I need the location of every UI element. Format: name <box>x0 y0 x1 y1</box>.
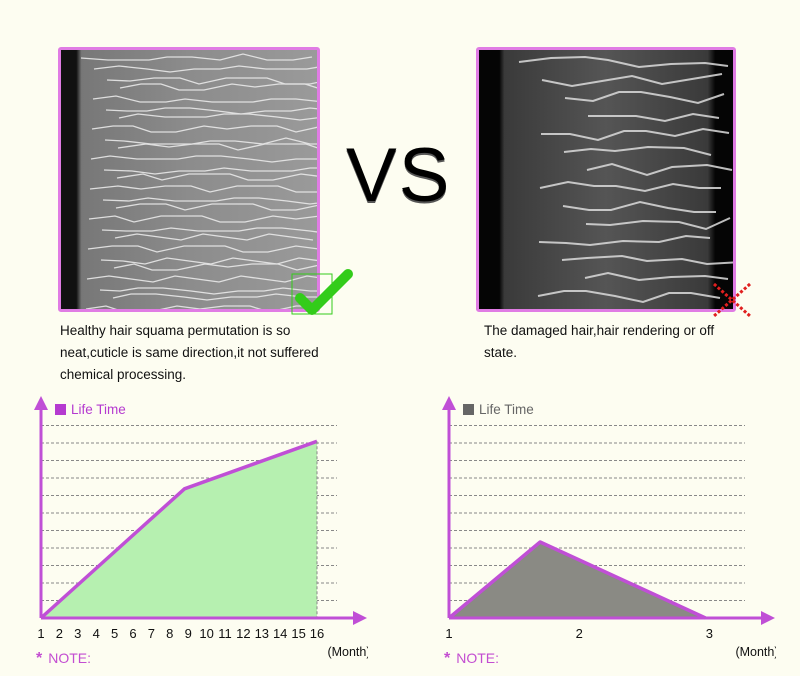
damaged-hair-photo <box>476 47 736 312</box>
damaged-cuticle-line <box>539 180 721 193</box>
x-tick-label: 15 <box>291 626 305 641</box>
legend-swatch <box>55 404 66 415</box>
damaged-caption: The damaged hair,hair rendering or off s… <box>484 320 784 364</box>
cuticle-line <box>118 113 317 121</box>
cuticle-line <box>113 263 317 271</box>
damaged-cuticle-line <box>564 91 725 105</box>
damaged-cuticle-line <box>562 200 716 213</box>
x-tick-label: 16 <box>310 626 324 641</box>
x-tick-label: 13 <box>255 626 269 641</box>
legend-label: Life Time <box>71 402 126 417</box>
x-tick-label: 9 <box>185 626 192 641</box>
damaged-lifetime-chart: Life Time 1 2 3 (Month) <box>442 396 776 659</box>
lifetime-line <box>39 439 318 620</box>
note-right: * NOTE: <box>444 650 499 668</box>
check-icon <box>291 269 353 315</box>
healthy-caption-line: chemical processing. <box>60 367 187 382</box>
x-tick-label: 1 <box>37 626 44 641</box>
y-axis-arrow <box>34 396 48 410</box>
damaged-caption-line: state. <box>484 345 518 360</box>
healthy-caption: Healthy hair squama permutation is so ne… <box>60 320 380 386</box>
damaged-cuticle-line <box>585 217 731 231</box>
lifetime-line <box>447 540 707 620</box>
damaged-cuticle-line <box>584 271 729 282</box>
note-label: NOTE: <box>48 650 92 666</box>
legend-label: Life Time <box>479 402 534 417</box>
cuticle-line <box>116 173 317 181</box>
cuticle-line <box>89 185 317 193</box>
cuticle-line <box>86 275 317 283</box>
cuticle-line <box>114 233 314 241</box>
cuticle-line <box>117 143 317 151</box>
cuticle-line <box>104 137 317 145</box>
y-axis-arrow <box>442 396 456 410</box>
cuticle-line <box>119 83 317 91</box>
x-tick-label: 11 <box>218 626 232 641</box>
cuticle-line <box>91 125 317 133</box>
x-tick-label: 2 <box>576 626 583 641</box>
cuticle-line <box>100 257 317 265</box>
lifetime-area <box>41 441 317 618</box>
x-unit-label: (Month) <box>327 645 368 659</box>
x-tick-label: 5 <box>111 626 118 641</box>
x-tick-label: 4 <box>93 626 100 641</box>
x-unit-label: (Month) <box>735 645 776 659</box>
damaged-cuticle-line <box>538 234 711 247</box>
damaged-cuticle-line <box>563 145 712 156</box>
damaged-cuticle-line <box>541 127 730 142</box>
x-tick-label: 1 <box>445 626 452 641</box>
cuticle-line <box>101 227 317 233</box>
x-axis-arrow <box>761 611 775 625</box>
damaged-cuticle-line <box>537 290 721 304</box>
cuticle-line <box>115 203 317 211</box>
x-tick-label: 6 <box>129 626 136 641</box>
cuticle-line <box>80 53 313 61</box>
star-icon: * <box>444 650 451 667</box>
damaged-cuticle-line <box>518 55 729 69</box>
note-label: NOTE: <box>456 650 500 666</box>
damaged-cuticle-line <box>561 254 733 266</box>
x-tick-label: 10 <box>199 626 213 641</box>
note-left: * NOTE: <box>36 650 91 668</box>
x-tick-label: 14 <box>273 626 287 641</box>
damaged-cuticle-line <box>541 73 723 88</box>
x-tick-label: 8 <box>166 626 173 641</box>
damaged-caption-line: The damaged hair,hair rendering or off <box>484 323 715 338</box>
cuticle-line <box>93 65 317 73</box>
cuticle-line <box>112 293 317 301</box>
healthy-caption-line: neat,cuticle is same direction,it not su… <box>60 345 319 360</box>
damaged-cuticle-line <box>588 112 720 123</box>
x-tick-label: 7 <box>148 626 155 641</box>
cuticle-line <box>92 95 317 103</box>
legend-swatch <box>463 404 474 415</box>
x-tick-label: 12 <box>236 626 250 641</box>
damaged-cuticle-line <box>586 162 733 177</box>
cuticle-line <box>87 245 317 253</box>
x-tick-label: 2 <box>56 626 63 641</box>
cuticle-line <box>103 167 317 175</box>
cuticle-line <box>102 197 317 205</box>
healthy-caption-line: Healthy hair squama permutation is so <box>60 323 291 338</box>
cuticle-line <box>105 107 317 115</box>
cuticle-line <box>90 155 317 163</box>
x-axis-arrow <box>353 611 367 625</box>
cross-icon <box>713 282 751 318</box>
cuticle-line <box>88 215 317 223</box>
x-tick-label: 3 <box>74 626 81 641</box>
vs-label: VS <box>346 133 452 218</box>
x-tick-label: 3 <box>706 626 713 641</box>
star-icon: * <box>36 650 43 667</box>
lifetime-area <box>449 542 706 618</box>
healthy-hair-photo <box>58 47 320 312</box>
